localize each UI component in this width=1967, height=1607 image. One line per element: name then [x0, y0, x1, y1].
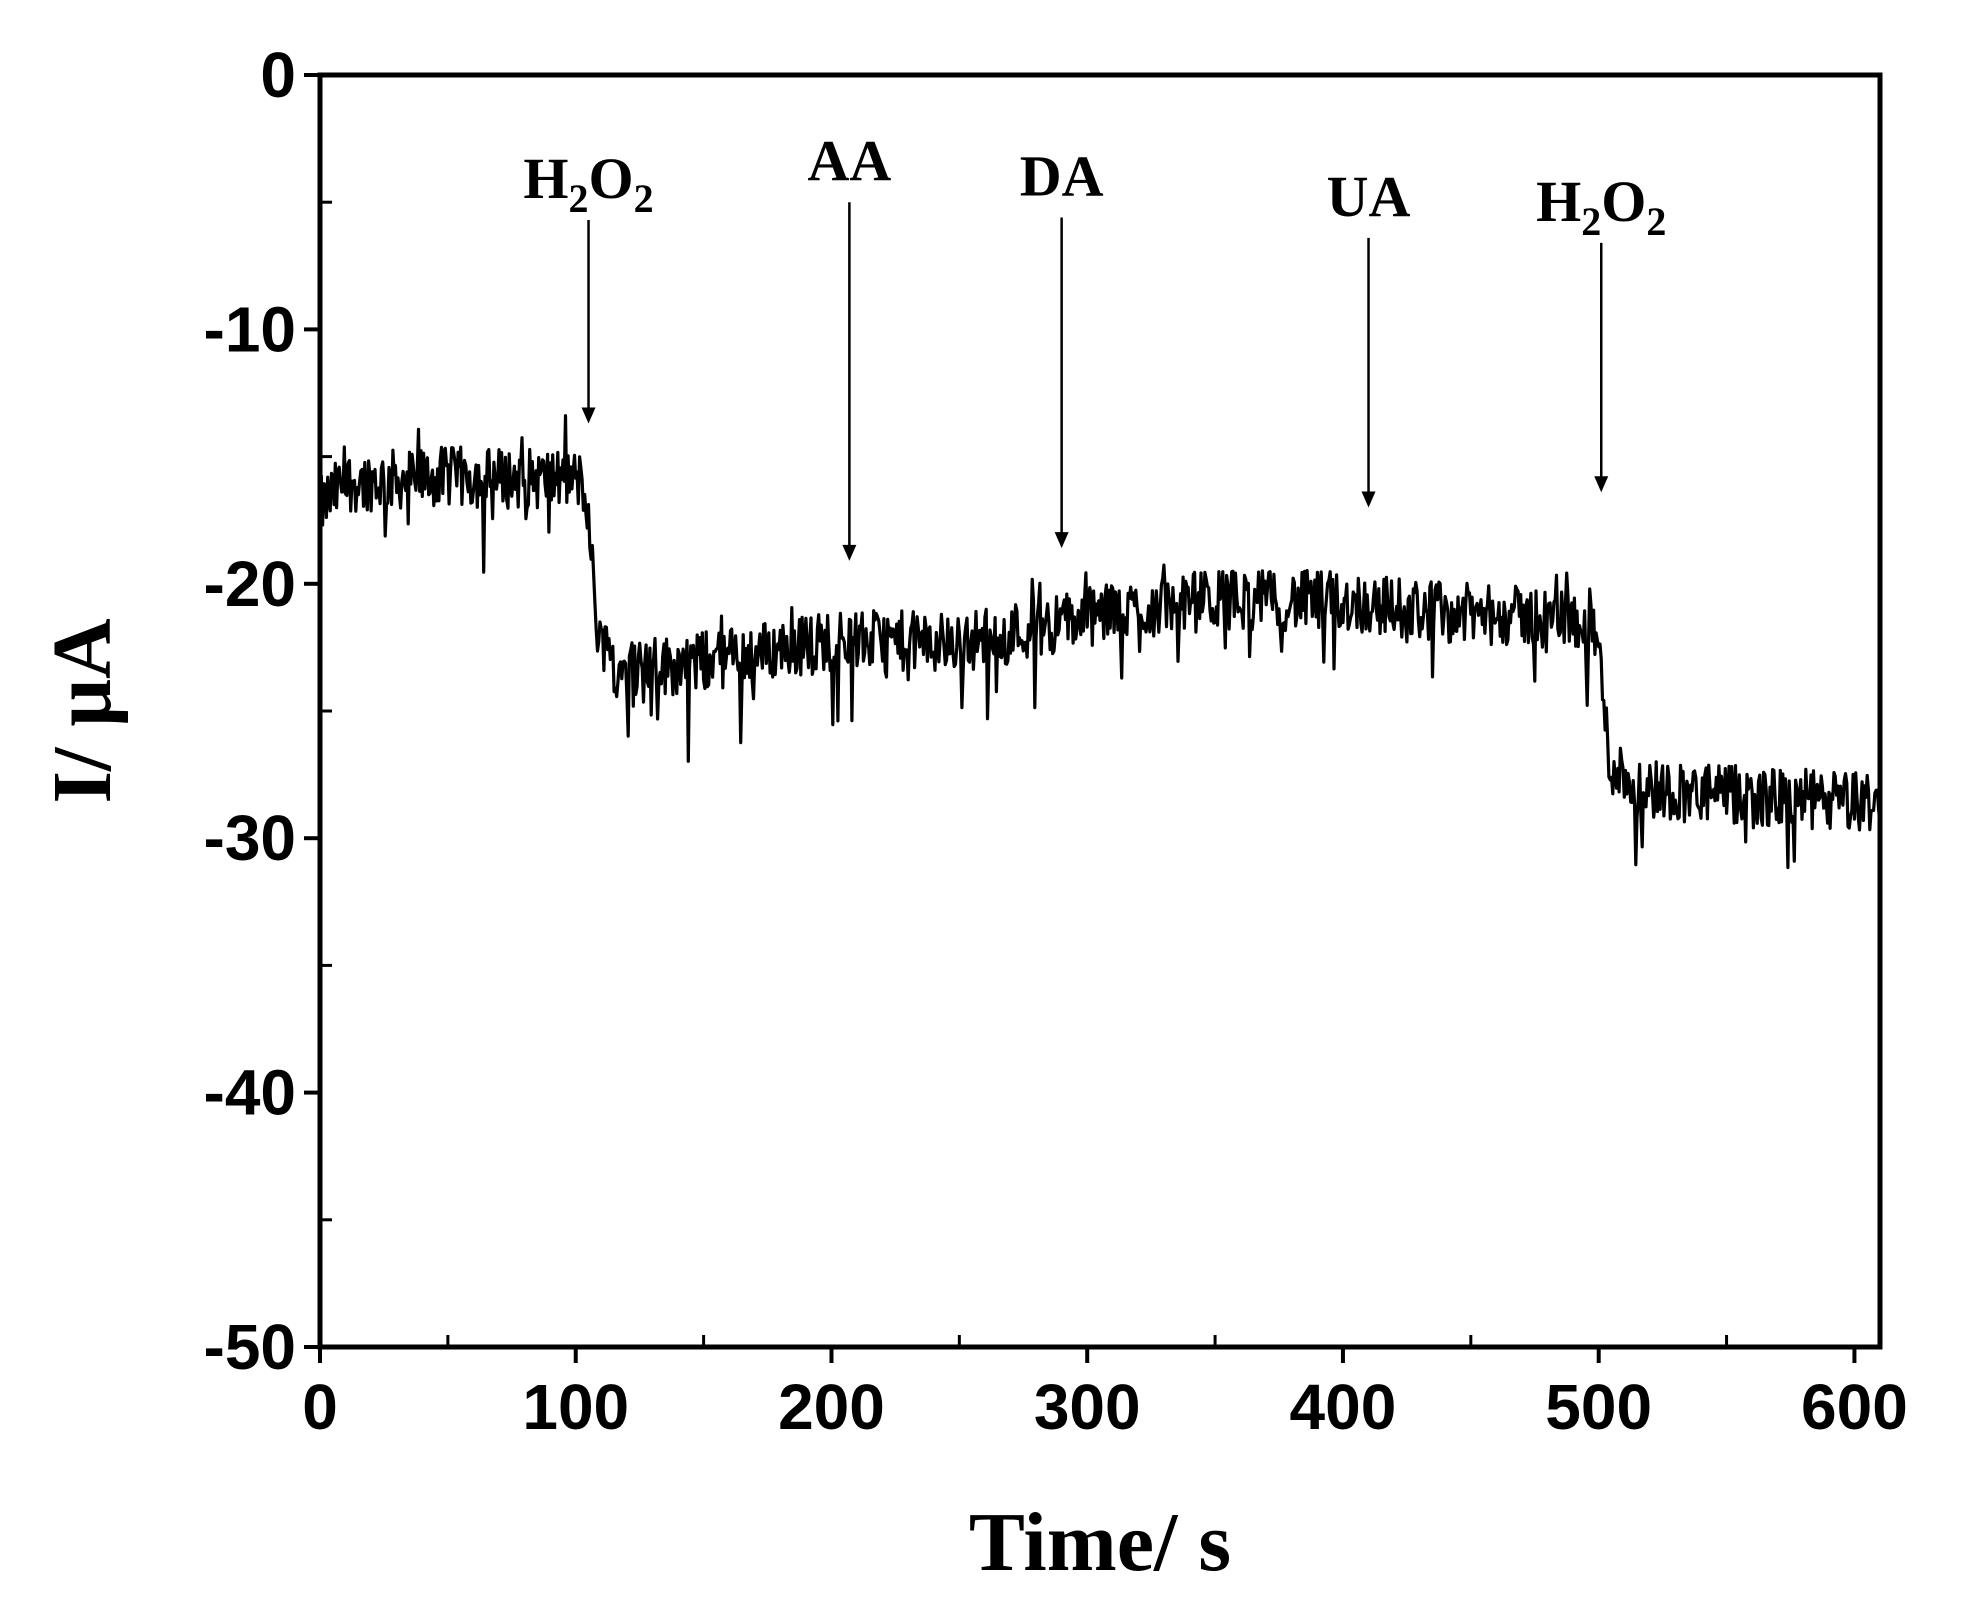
annotation-text: O: [589, 146, 634, 211]
x-tick-labels: 0 100 200 300 400 500 600: [302, 1371, 1908, 1443]
x-tick-label: 300: [1034, 1371, 1141, 1443]
annotation: DA: [1020, 143, 1104, 549]
x-tick-label: 500: [1545, 1371, 1652, 1443]
x-tick-label: 600: [1801, 1371, 1908, 1443]
annotation-text: H: [1536, 169, 1581, 234]
annotation-label: H2O2: [1536, 169, 1666, 244]
annotation-arrowhead: [842, 544, 857, 561]
annotation-subscript: 2: [634, 176, 654, 221]
x-tick-label: 400: [1290, 1371, 1397, 1443]
annotation-label: DA: [1020, 143, 1104, 208]
annotation-subscript: 2: [1581, 199, 1601, 244]
annotation-subscript: 2: [1646, 199, 1666, 244]
minor-ticks: [320, 200, 1729, 1347]
y-tick-label: -30: [204, 802, 297, 874]
plot-frame: [317, 72, 1883, 1350]
annotation: H2O2: [1536, 169, 1666, 493]
annotation-arrowhead: [581, 407, 596, 424]
annotation: H2O2: [523, 146, 654, 424]
annotation-arrowhead: [1361, 491, 1376, 508]
annotation: AA: [807, 128, 891, 561]
annotation-text: H: [523, 146, 568, 211]
y-axis-title: I/ μA: [36, 618, 129, 804]
y-tick-label: 0: [260, 39, 296, 111]
y-tick-label: -40: [204, 1057, 297, 1129]
annotation-label: UA: [1327, 164, 1411, 229]
annotation-label: AA: [807, 128, 891, 193]
x-tick-label: 0: [302, 1371, 338, 1443]
x-tick-label: 100: [522, 1371, 629, 1443]
annotation-subscript: 2: [569, 176, 589, 221]
y-tick-labels: 0 -10 -20 -30 -40 -50: [204, 39, 297, 1383]
annotation-arrowhead: [1594, 476, 1609, 493]
annotation-arrowhead: [1054, 532, 1069, 549]
y-tick-label: -10: [204, 293, 297, 365]
annotation-text: O: [1601, 169, 1646, 234]
major-ticks: [304, 73, 1857, 1363]
annotation-label: H2O2: [523, 146, 653, 221]
x-tick-label: 200: [778, 1371, 885, 1443]
x-axis-title: Time/ s: [969, 1496, 1231, 1589]
current-trace: [318, 414, 1882, 870]
y-tick-label: -50: [204, 1311, 297, 1383]
annotation: UA: [1327, 164, 1411, 508]
y-tick-label: -20: [204, 548, 297, 620]
